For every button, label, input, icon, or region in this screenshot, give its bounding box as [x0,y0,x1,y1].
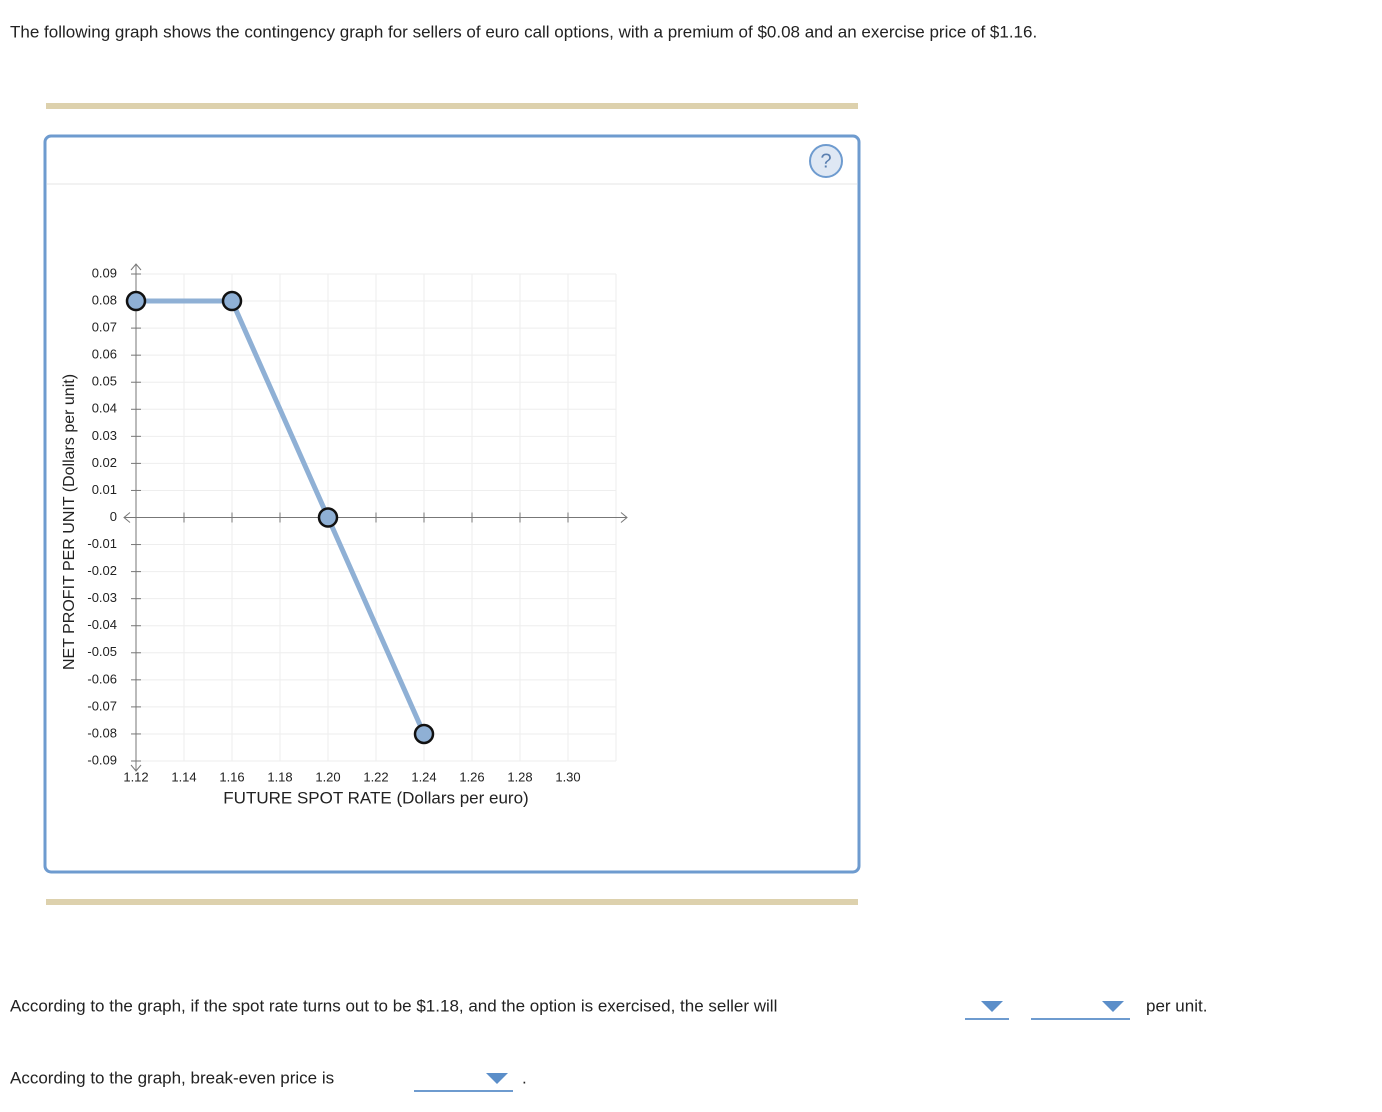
intro-text: The following graph shows the contingenc… [10,22,1037,41]
y-axis-label: NET PROFIT PER UNIT (Dollars per unit) [61,374,78,670]
y-tick-label: 0.06 [92,347,117,362]
question-text: . [522,1068,527,1087]
data-point [221,290,243,312]
x-tick-label: 1.18 [267,769,292,784]
question-text: According to the graph, break-even price… [10,1068,334,1087]
x-tick-label: 1.12 [123,769,148,784]
graph-panel [43,134,861,874]
dropdown-arrow[interactable] [1102,1001,1124,1012]
data-point [125,290,147,312]
x-tick-label: 1.20 [315,769,340,784]
y-tick-label: -0.01 [87,536,117,551]
y-tick-label: 0.07 [92,320,117,335]
dropdown[interactable] [1031,1001,1130,1020]
dropdown[interactable] [414,1073,513,1092]
y-tick-label: 0.04 [92,401,117,416]
divider [46,103,858,109]
y-tick-label: -0.04 [87,617,117,632]
y-tick-label: 0.02 [92,455,117,470]
dropdown[interactable] [965,1001,1009,1020]
dropdown-arrow[interactable] [486,1073,508,1084]
data-point [413,723,435,745]
y-tick-label: -0.05 [87,644,117,659]
x-tick-label: 1.22 [363,769,388,784]
y-tick-label: -0.07 [87,698,117,713]
help-icon[interactable]: ? [820,150,831,172]
divider [46,899,858,905]
y-tick-label: 0.05 [92,374,117,389]
x-tick-label: 1.24 [411,769,436,784]
data-point [317,507,339,528]
question-text: According to the graph, if the spot rate… [10,996,777,1015]
x-tick-label: 1.30 [555,769,580,784]
y-tick-label: -0.08 [87,725,117,740]
y-tick-label: -0.06 [87,671,117,686]
y-tick-label: 0.03 [92,428,117,443]
y-axis-arrow [130,263,142,772]
series-line [136,298,427,735]
y-tick-label: 0 [110,509,117,524]
y-tick-label: 0.08 [92,292,117,307]
y-tick-label: -0.09 [87,752,117,767]
x-axis-arrow [123,512,628,523]
dropdown-arrow[interactable] [981,1001,1003,1012]
x-tick-label: 1.14 [171,769,196,784]
y-tick-label: -0.03 [87,590,117,605]
y-tick-label: -0.02 [87,563,117,578]
x-tick-label: 1.28 [507,769,532,784]
x-tick-label: 1.26 [459,769,484,784]
plot: -0.09 -0.08 -0.07 -0.06 -0.05 -0.04 -0.03 -0.02… [87,263,628,784]
question-text: per unit. [1146,996,1207,1015]
help-button[interactable] [809,144,843,178]
x-tick-label: 1.16 [219,769,244,784]
x-axis-label: FUTURE SPOT RATE (Dollars per euro) [223,788,528,807]
y-tick-label: 0.09 [92,265,117,280]
y-tick-label: 0.01 [92,482,117,497]
